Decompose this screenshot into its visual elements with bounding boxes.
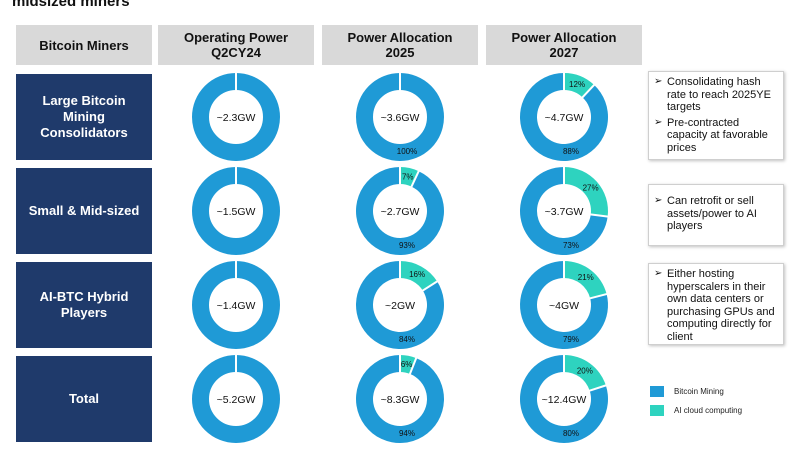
- donut-center-label: ~1.5GW: [217, 206, 256, 218]
- donut-btc-percent-label: 80%: [563, 429, 579, 438]
- donut-slice-ai-cloud: [564, 73, 595, 98]
- donut-slice-ai-cloud: [400, 355, 417, 374]
- note-small-midsized: Can retrofit or sell assets/power to AI …: [648, 184, 784, 246]
- donut-center-label: ~12.4GW: [542, 394, 587, 406]
- note-bullet: Pre-contracted capacity at favorable pri…: [654, 117, 778, 155]
- legend: Bitcoin Mining AI cloud computing: [650, 386, 742, 424]
- header-label: Operating Power Q2CY24: [183, 30, 289, 60]
- donut-ai-percent-label: 20%: [577, 366, 593, 375]
- legend-item-ai-cloud: AI cloud computing: [650, 405, 742, 416]
- donut-separator: [589, 292, 608, 300]
- header-label: Bitcoin Miners: [39, 37, 129, 53]
- donut-btc-percent-label: 100%: [397, 147, 417, 156]
- donut-separator: [590, 213, 609, 218]
- donut-slice-ai-cloud: [564, 354, 606, 391]
- donut-ai-percent-label: 27%: [583, 184, 599, 193]
- donut-center-label: ~4.7GW: [545, 112, 584, 124]
- legend-swatch-ai: [650, 405, 664, 416]
- donut-separator: [588, 384, 607, 392]
- donut-ai-percent-label: 21%: [578, 273, 594, 282]
- donut-center-label: ~8.3GW: [381, 394, 420, 406]
- donut-slice-bitcoin-mining: [355, 355, 444, 443]
- donut-slice-bitcoin-mining: [520, 167, 608, 256]
- donut-separator: [408, 357, 418, 375]
- row-label-large-consolidators: Large Bitcoin Mining Consolidators: [16, 74, 152, 160]
- header-label: Power Allocation 2027: [511, 30, 617, 60]
- note-bullet: Consolidating hash rate to reach 2025YE …: [654, 76, 778, 114]
- donut-slice-ai-cloud: [564, 261, 607, 299]
- donut-center-label: ~2.7GW: [381, 206, 420, 218]
- donut-separator: [581, 83, 596, 99]
- legend-item-bitcoin-mining: Bitcoin Mining: [650, 386, 742, 397]
- donut-center-label: ~3.7GW: [545, 206, 584, 218]
- legend-label: AI cloud computing: [674, 406, 743, 415]
- page-title: midsized miners: [12, 0, 130, 10]
- note-large-consolidators: Consolidating hash rate to reach 2025YE …: [648, 71, 784, 160]
- donut-slice-ai-cloud: [564, 167, 609, 217]
- donut-center-label: ~4GW: [549, 300, 579, 312]
- donut-center-label: ~5.2GW: [217, 394, 256, 406]
- donut-ai-percent-label: 6%: [401, 360, 413, 369]
- donut-btc-percent-label: 93%: [399, 241, 415, 250]
- donut-center-label: ~2.3GW: [217, 112, 256, 124]
- donut-ai-percent-label: 12%: [569, 80, 585, 89]
- donut-btc-percent-label: 94%: [399, 429, 415, 438]
- donut-slice-ai-cloud: [400, 261, 438, 291]
- donut-slice-bitcoin-mining: [356, 167, 445, 256]
- donut-btc-percent-label: 73%: [563, 241, 579, 250]
- note-bullet: Can retrofit or sell assets/power to AI …: [654, 195, 778, 233]
- donut-btc-percent-label: 84%: [399, 335, 415, 344]
- header-operating-power: Operating Power Q2CY24: [158, 25, 314, 65]
- donut-btc-percent-label: 79%: [563, 335, 579, 344]
- row-label-small-midsized: Small & Mid-sized: [16, 168, 152, 254]
- note-bullet: Either hosting hyperscalers in their own…: [654, 268, 778, 343]
- legend-swatch-btc: [650, 386, 664, 397]
- donut-slice-bitcoin-mining: [355, 261, 445, 350]
- donut-btc-percent-label: 88%: [563, 147, 579, 156]
- header-power-2027: Power Allocation 2027: [486, 25, 642, 65]
- donut-separator: [410, 170, 420, 188]
- donut-center-label: ~2GW: [385, 300, 415, 312]
- row-label-ai-btc-hybrid: AI-BTC Hybrid Players: [16, 262, 152, 348]
- legend-label: Bitcoin Mining: [674, 387, 724, 396]
- row-label-total: Total: [16, 356, 152, 442]
- header-bitcoin-miners: Bitcoin Miners: [16, 25, 152, 65]
- donut-ai-percent-label: 7%: [402, 172, 414, 181]
- note-ai-btc-hybrid: Either hosting hyperscalers in their own…: [648, 263, 784, 345]
- header-label: Power Allocation 2025: [347, 30, 453, 60]
- donut-ai-percent-label: 16%: [409, 270, 425, 279]
- donut-center-label: ~3.6GW: [381, 112, 420, 124]
- donut-slice-ai-cloud: [400, 167, 419, 187]
- donut-center-label: ~1.4GW: [217, 300, 256, 312]
- donut-slice-bitcoin-mining: [520, 261, 609, 349]
- donut-slice-bitcoin-mining: [520, 355, 608, 443]
- header-power-2025: Power Allocation 2025: [322, 25, 478, 65]
- donut-separator: [421, 280, 439, 292]
